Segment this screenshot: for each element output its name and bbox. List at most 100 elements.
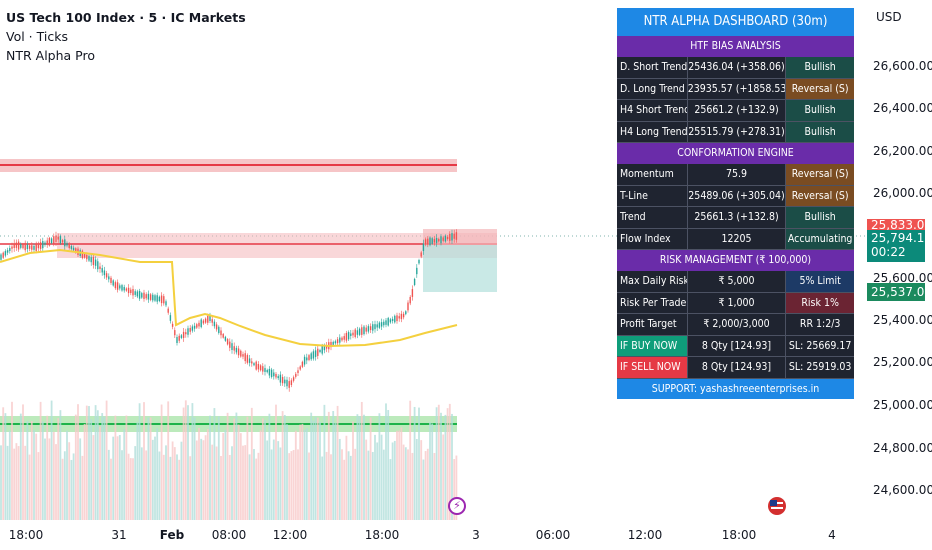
candle-body	[442, 237, 444, 241]
candle-body	[341, 337, 343, 341]
candle-body	[334, 341, 337, 344]
volume-bar	[327, 411, 330, 520]
dashboard-row: Momentum 75.9 Reversal (S)	[617, 164, 854, 186]
dashboard-row-label: T-Line	[617, 185, 688, 207]
volume-bar	[217, 416, 220, 520]
volume-bar	[112, 436, 115, 520]
volume-bar	[154, 436, 156, 520]
volume-bar	[448, 403, 451, 520]
time-tick-label: 12:00	[272, 528, 308, 542]
dashboard-row-value: 8 Qty [124.93]	[687, 335, 787, 357]
volume-bar	[396, 430, 398, 520]
volume-bar	[257, 452, 260, 520]
candle-body	[31, 245, 33, 250]
volume-bar	[286, 424, 288, 520]
dashboard-row-label: Max Daily Risk	[617, 271, 688, 293]
dashboard-support[interactable]: SUPPORT: yashashreeenterprises.in	[617, 378, 854, 399]
price-tick-label: 24,800.00	[873, 441, 932, 455]
dashboard-row-value: 8 Qty [124.93]	[687, 357, 787, 379]
candle-body	[119, 285, 121, 289]
indicator-label[interactable]: NTR Alpha Pro	[6, 48, 95, 63]
candle-body	[405, 311, 407, 315]
volume-bar	[134, 446, 137, 520]
candle-body	[121, 285, 123, 291]
candle-body	[402, 313, 405, 318]
candle-body	[422, 243, 425, 251]
candle-body	[211, 319, 213, 323]
volume-bar	[169, 456, 172, 520]
volume-bar	[160, 404, 163, 520]
volume-bar	[376, 442, 379, 520]
volume-bar	[222, 432, 225, 520]
candle-body	[444, 235, 447, 242]
volume-bar	[77, 404, 79, 520]
volume-bar	[358, 416, 361, 520]
candlesticks	[0, 229, 458, 392]
candle-body	[15, 242, 18, 248]
candle-body	[246, 355, 249, 363]
candle-body	[35, 243, 37, 251]
currency-button[interactable]: USD	[876, 10, 902, 24]
candle-body	[187, 328, 189, 335]
volume-bar	[246, 416, 249, 520]
volume-bar	[444, 414, 447, 520]
volume-bar	[433, 453, 436, 520]
volume-bar	[94, 405, 97, 520]
candle-body	[218, 326, 220, 333]
candle-body	[332, 341, 334, 345]
dashboard-row: H4 Long Trend 25515.79 (+278.31) Bullish	[617, 121, 854, 143]
candle-body	[33, 245, 35, 250]
volume-bar	[290, 451, 293, 520]
candle-body	[101, 268, 103, 273]
trade-target-zone	[423, 245, 497, 292]
dashboard-row: Profit Target ₹ 2,000/3,000 RR 1:2/3	[617, 314, 854, 336]
time-tick-label: 08:00	[211, 528, 247, 542]
candle-body	[215, 324, 218, 330]
candle-body	[39, 242, 42, 249]
price-tick-label: 25,400.00	[873, 313, 932, 327]
volume-bar	[103, 416, 106, 520]
candle-body	[284, 379, 286, 384]
candle-body	[310, 353, 312, 360]
volume-bar	[360, 401, 363, 520]
candle-body	[440, 236, 442, 244]
volume-bar	[136, 422, 139, 520]
volume-bar	[162, 454, 165, 520]
candle-body	[455, 232, 458, 240]
volume-bar	[74, 414, 77, 520]
candle-body	[83, 253, 86, 258]
candle-body	[11, 246, 13, 249]
dashboard-row: Risk Per Trade ₹ 1,000 Risk 1%	[617, 292, 854, 314]
volume-bar	[198, 428, 200, 520]
volume-bar	[404, 447, 407, 520]
us-flag-icon[interactable]	[768, 497, 786, 515]
candle-body	[13, 243, 15, 249]
dashboard-row-label: Trend	[617, 207, 688, 229]
candle-body	[86, 254, 88, 260]
candle-body	[22, 244, 24, 249]
dashboard-row-status: Bullish	[786, 207, 854, 229]
volume-indicator-label[interactable]: Vol · Ticks	[6, 29, 68, 44]
volume-bar	[321, 456, 324, 520]
candle-body	[42, 241, 44, 249]
lightning-icon[interactable]: ⚡	[448, 497, 466, 515]
candle-body	[105, 273, 108, 278]
candle-body	[99, 266, 101, 269]
candle-body	[169, 315, 172, 321]
candle-body	[363, 326, 365, 335]
dashboard-row-value: 25515.79 (+278.31)	[687, 121, 787, 143]
symbol-title[interactable]: US Tech 100 Index · 5 · IC Markets	[6, 10, 246, 25]
volume-bar	[413, 406, 416, 520]
candle-body	[176, 337, 178, 343]
volume-bar	[422, 459, 425, 520]
dashboard-row-label: Flow Index	[617, 228, 688, 250]
volume-bar	[213, 408, 216, 520]
candle-body	[94, 259, 97, 266]
volume-bar	[17, 446, 20, 520]
candle-body	[233, 346, 235, 351]
candle-body	[116, 282, 119, 290]
volume-bars	[0, 400, 458, 520]
dashboard-row-value: 25489.06 (+305.04)	[687, 185, 787, 207]
price-axis[interactable]	[866, 0, 932, 550]
